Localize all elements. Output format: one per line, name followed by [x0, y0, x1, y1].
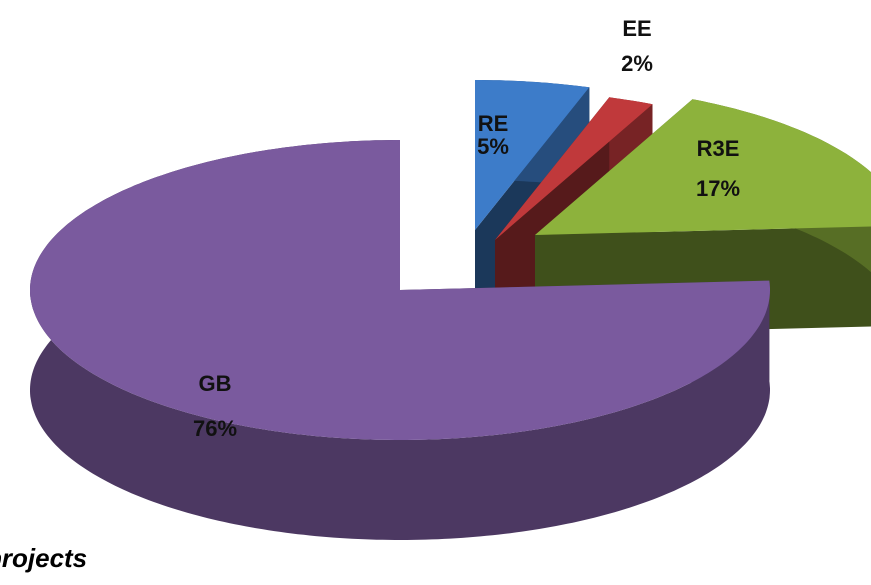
caption: projects: [0, 543, 87, 573]
slice-value-label: 76%: [193, 416, 237, 441]
slice-category: EE: [622, 16, 651, 41]
slice: [30, 140, 770, 440]
slice-category: R3E: [697, 136, 740, 161]
slice: [535, 99, 871, 235]
slice-value-label: 2%: [621, 51, 653, 76]
slice: [495, 97, 653, 240]
pie: [30, 80, 871, 540]
slice-category: RE: [478, 111, 509, 136]
slice-category: GB: [199, 371, 232, 396]
slice: [475, 80, 590, 230]
slice-value-label: 5%: [477, 134, 509, 159]
labels: RE5% EE 2% R3E 17% GB 76%: [193, 16, 740, 441]
slice-value-label: 17%: [696, 176, 740, 201]
